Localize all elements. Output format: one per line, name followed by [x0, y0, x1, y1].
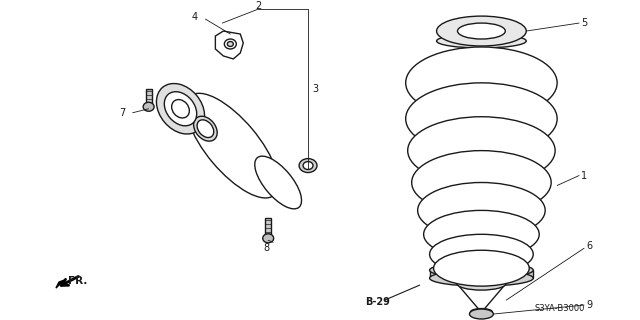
Ellipse shape: [406, 47, 557, 119]
Text: 3: 3: [312, 84, 318, 94]
Ellipse shape: [408, 117, 555, 185]
Ellipse shape: [262, 234, 274, 243]
Polygon shape: [146, 89, 152, 103]
Polygon shape: [265, 218, 271, 234]
Text: 5: 5: [581, 18, 588, 28]
Text: B-29: B-29: [365, 297, 390, 307]
Text: 1: 1: [581, 171, 587, 180]
Ellipse shape: [225, 39, 236, 49]
Ellipse shape: [197, 120, 214, 138]
Ellipse shape: [458, 23, 506, 39]
Ellipse shape: [156, 84, 205, 134]
Ellipse shape: [412, 151, 551, 214]
Ellipse shape: [429, 270, 533, 286]
Ellipse shape: [227, 42, 234, 46]
Text: 6: 6: [586, 241, 592, 251]
Ellipse shape: [456, 276, 506, 290]
Text: 9: 9: [586, 300, 592, 310]
Ellipse shape: [186, 93, 278, 198]
Ellipse shape: [194, 116, 217, 141]
Ellipse shape: [255, 156, 301, 209]
Ellipse shape: [418, 182, 545, 238]
Ellipse shape: [470, 308, 492, 316]
FancyArrowPatch shape: [61, 276, 78, 285]
Text: 2: 2: [255, 1, 261, 11]
Ellipse shape: [424, 210, 540, 258]
Text: 7: 7: [120, 108, 125, 118]
Ellipse shape: [429, 262, 533, 278]
Ellipse shape: [436, 34, 526, 48]
Polygon shape: [456, 283, 506, 310]
Ellipse shape: [436, 16, 526, 46]
Ellipse shape: [470, 309, 493, 319]
Text: S3YA-B3000: S3YA-B3000: [534, 304, 584, 313]
Ellipse shape: [303, 162, 313, 170]
Ellipse shape: [143, 102, 154, 111]
Text: 4: 4: [191, 12, 198, 22]
Ellipse shape: [406, 83, 557, 155]
Text: 8: 8: [263, 243, 269, 253]
Ellipse shape: [299, 159, 317, 172]
Ellipse shape: [429, 234, 533, 274]
Polygon shape: [429, 270, 533, 278]
Polygon shape: [56, 280, 64, 288]
Ellipse shape: [172, 100, 189, 118]
Ellipse shape: [164, 92, 196, 126]
Ellipse shape: [433, 250, 529, 286]
Text: FR.: FR.: [68, 276, 87, 286]
Polygon shape: [216, 31, 243, 59]
